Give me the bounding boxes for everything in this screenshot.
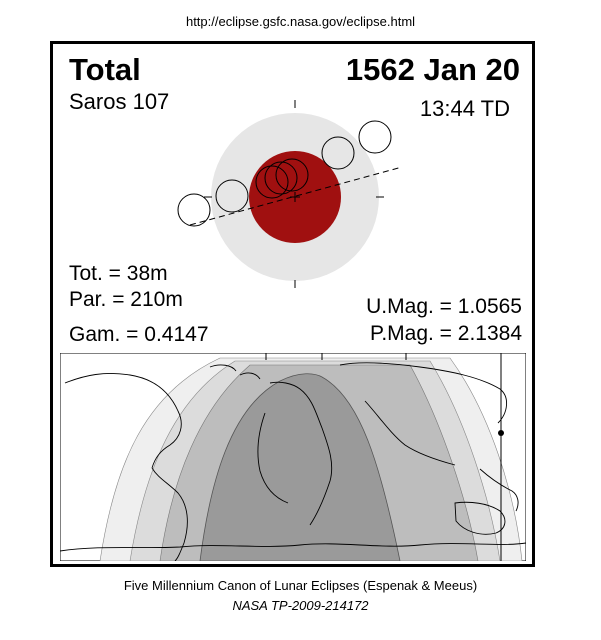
zone-dark — [199, 373, 401, 562]
saros-number: Saros 107 — [69, 89, 170, 114]
gamma-value: Gam. = 0.4147 — [69, 323, 209, 346]
moon-position — [177, 193, 211, 227]
moon-position — [215, 179, 249, 213]
partial-duration: Par. = 210m — [69, 288, 183, 311]
axis-ticks — [204, 100, 384, 288]
top-ticks — [265, 353, 407, 360]
antarctic-coast — [59, 542, 527, 552]
coastlines — [64, 362, 519, 562]
footer-canon: Five Millennium Canon of Lunar Eclipses … — [123, 578, 478, 593]
totality-duration: Tot. = 38m — [69, 262, 168, 285]
umbral-magnitude: U.Mag. = 1.0565 — [366, 295, 522, 318]
moon-position — [321, 136, 355, 170]
moon-position — [358, 120, 392, 154]
eclipse-date: 1562 Jan 20 — [345, 52, 520, 87]
moon-positions — [177, 120, 392, 227]
moon-position — [264, 161, 298, 195]
eclipse-panel: Total Saros 107 1562 Jan 20 13:44 TD Tot… — [50, 41, 535, 567]
penumbral-magnitude: P.Mag. = 2.1384 — [370, 322, 522, 345]
moon-path-line — [189, 166, 403, 226]
visibility-map — [59, 352, 527, 562]
source-url[interactable]: http://eclipse.gsfc.nasa.gov/eclipse.htm… — [185, 14, 416, 29]
sub-lunar-point — [498, 430, 504, 436]
eclipse-time: 13:44 TD — [419, 96, 510, 121]
world-map — [59, 352, 527, 562]
footer-nasa-ref: NASA TP-2009-214172 — [232, 598, 369, 613]
moon-position — [255, 165, 289, 199]
eclipse-type: Total — [69, 52, 141, 87]
moon-position — [275, 158, 309, 192]
